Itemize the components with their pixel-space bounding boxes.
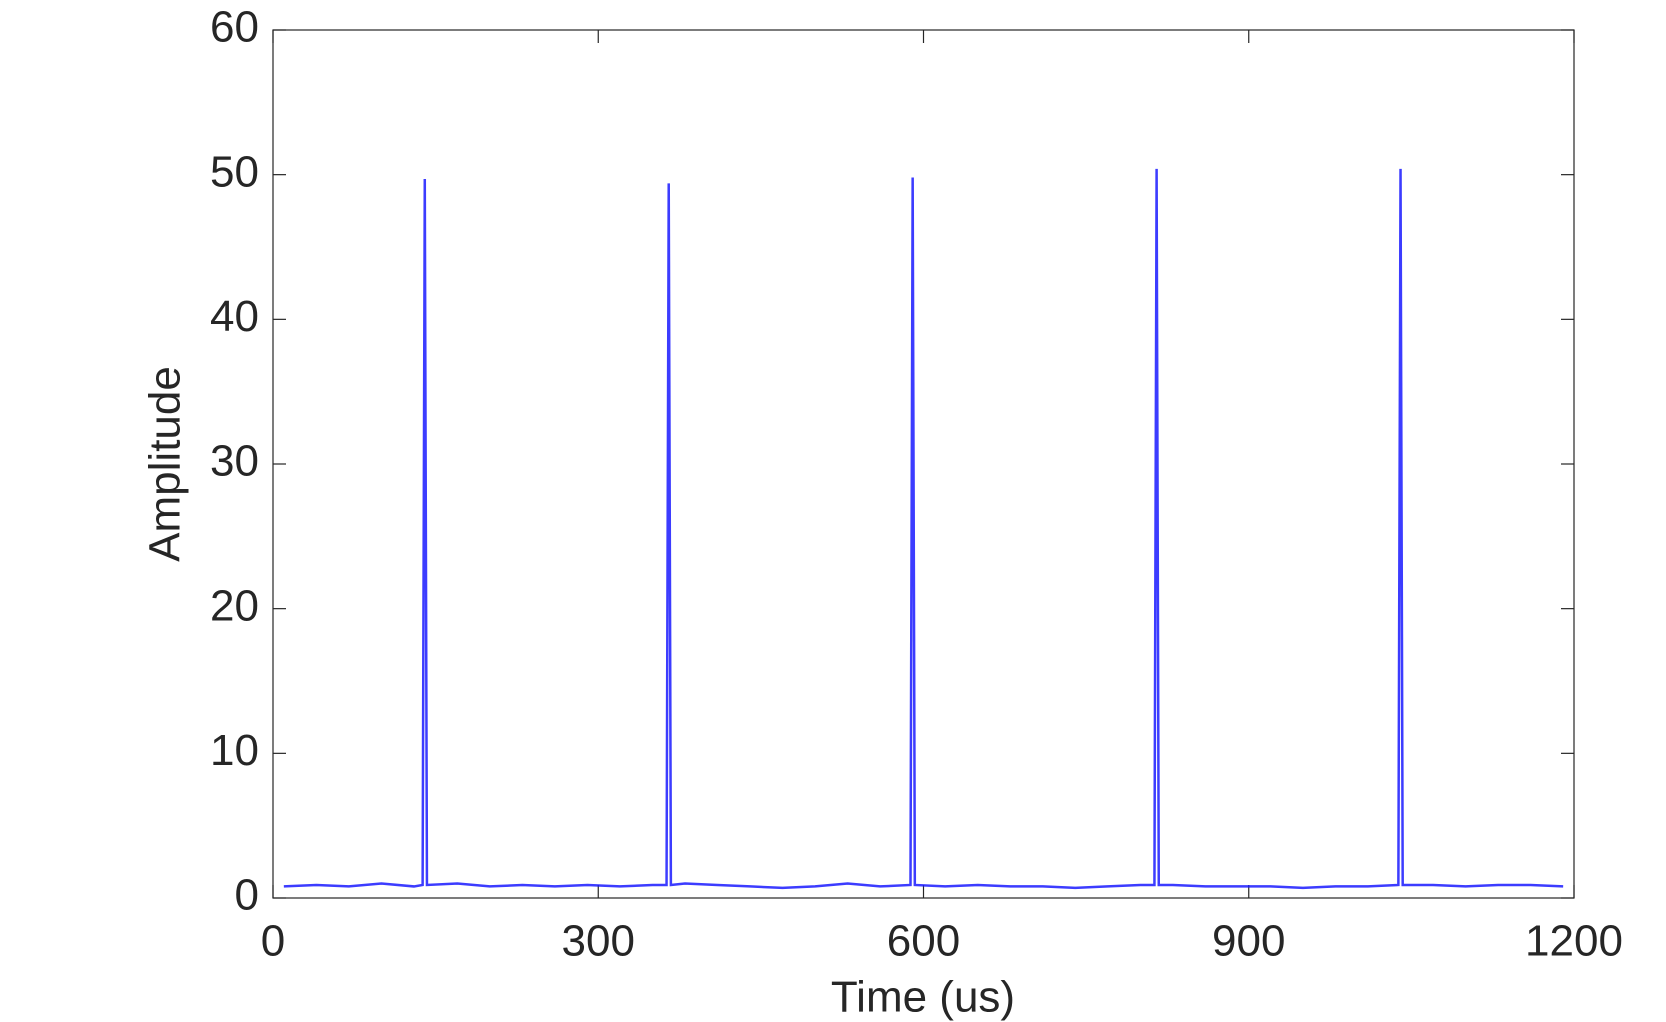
y-tick-label: 40 — [210, 292, 259, 341]
y-tick-label: 10 — [210, 726, 259, 775]
x-tick-label: 0 — [261, 917, 285, 966]
x-tick-label: 1200 — [1525, 917, 1623, 966]
y-tick-label: 30 — [210, 437, 259, 486]
plot-frame — [272, 29, 1575, 899]
y-tick-label: 60 — [210, 3, 259, 52]
y-axis-label: Amplitude — [141, 366, 190, 562]
x-tick-label: 900 — [1212, 917, 1285, 966]
x-tick-label: 600 — [887, 917, 960, 966]
y-tick-label: 50 — [210, 147, 259, 196]
data-line — [283, 168, 1564, 890]
y-tick-label: 20 — [210, 581, 259, 630]
x-tick-label: 300 — [562, 917, 635, 966]
y-tick-label: 0 — [235, 871, 259, 920]
x-axis-label: Time (us) — [831, 973, 1015, 1022]
